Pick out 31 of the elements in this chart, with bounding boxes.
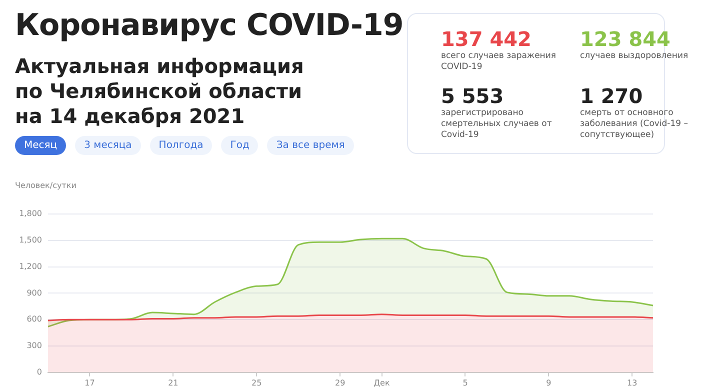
x-tick-label: 17: [84, 378, 95, 388]
y-tick-label: 1,800: [19, 209, 42, 218]
text: 1 270: [580, 84, 644, 108]
x-tick-label: 21: [168, 378, 178, 388]
text: Год: [221, 136, 258, 155]
x-tick-label: 25: [252, 378, 262, 388]
y-axis-title: Человек/сутки: [15, 181, 76, 190]
text: случаев выздоровления: [580, 51, 690, 62]
text: 123 844: [580, 27, 672, 51]
text: зарегистрировано смертельных случаев от Covid-19: [441, 108, 553, 141]
x-tick-label: 29: [334, 378, 346, 388]
text: 5 553: [441, 84, 505, 108]
y-tick-label: 300: [26, 341, 42, 350]
x-tick-label: 9: [546, 378, 552, 388]
chart-subtitle: Актуальная информация по Челябинской области на 14 декабря 2021: [15, 54, 305, 129]
text: всего случаев заражения COVID-19: [441, 51, 556, 73]
text: Месяц: [15, 136, 66, 155]
text: 3 месяца: [75, 136, 141, 155]
y-tick-label: 0: [36, 367, 42, 376]
text: Полгода: [150, 136, 212, 155]
text: смерть от основного заболевания (Covid-19 – сопутствующее): [580, 108, 690, 141]
y-tick-label: 1,500: [19, 235, 42, 244]
text: За все время: [267, 136, 354, 155]
text: 137 442: [441, 27, 532, 51]
y-tick-label: 1,200: [19, 262, 42, 271]
chart-title: Коронавирус COVID-19: [15, 8, 404, 43]
y-tick-label: 900: [26, 288, 42, 298]
x-tick-label: 5: [462, 378, 468, 388]
x-tick-label: Дек: [374, 378, 390, 388]
y-tick-label: 600: [26, 314, 42, 324]
x-tick-label: 13: [627, 378, 638, 388]
